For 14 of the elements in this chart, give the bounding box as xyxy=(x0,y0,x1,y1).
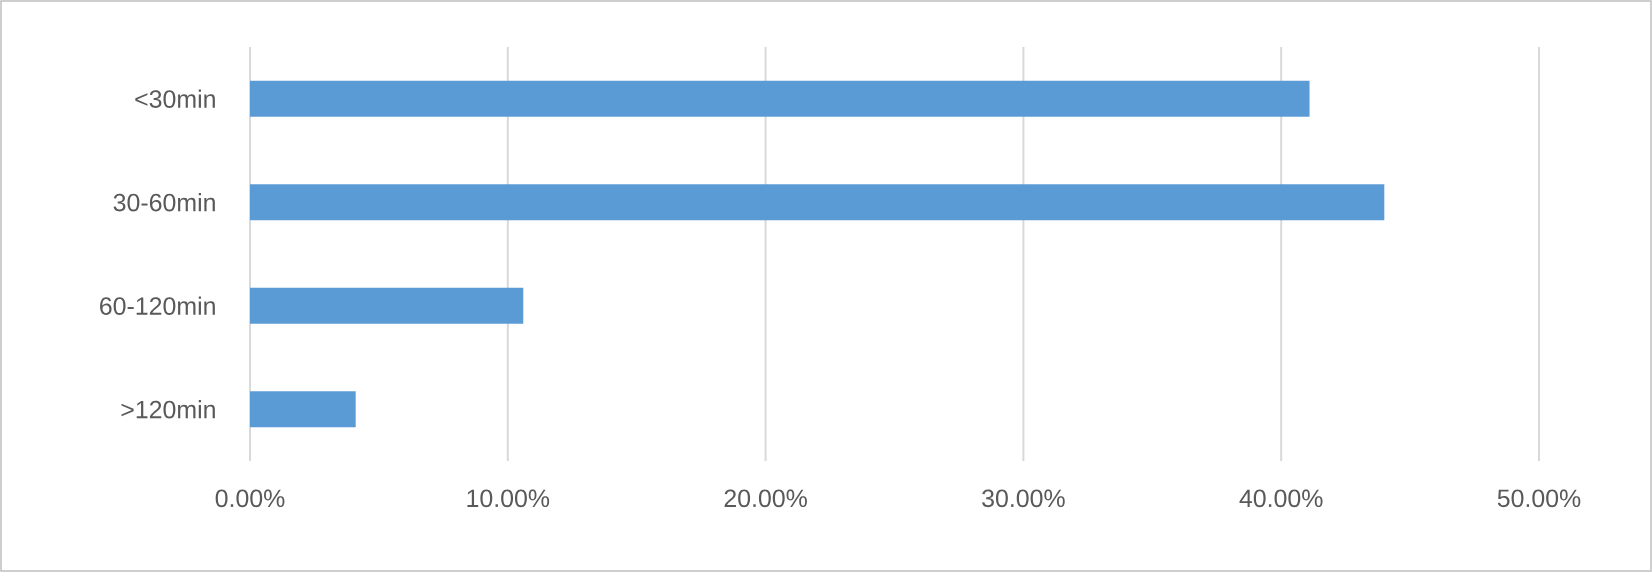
y-tick-label: 30-60min xyxy=(113,193,215,212)
y-tick-label: 60-120min xyxy=(100,296,215,315)
x-tick-label: 10.00% xyxy=(467,489,550,508)
y-tick-label: >120min xyxy=(121,400,215,419)
x-tick-label: 50.00% xyxy=(1497,489,1581,508)
x-tick-label: 20.00% xyxy=(724,489,807,508)
x-tick-label: 0.00% xyxy=(215,489,285,508)
x-tick-label: 40.00% xyxy=(1239,489,1323,508)
bar xyxy=(250,287,524,324)
bar xyxy=(250,391,356,428)
bar xyxy=(250,80,1310,117)
bar xyxy=(250,184,1385,221)
x-tick-label: 30.00% xyxy=(982,489,1065,508)
y-tick-label: <30min xyxy=(135,89,215,108)
